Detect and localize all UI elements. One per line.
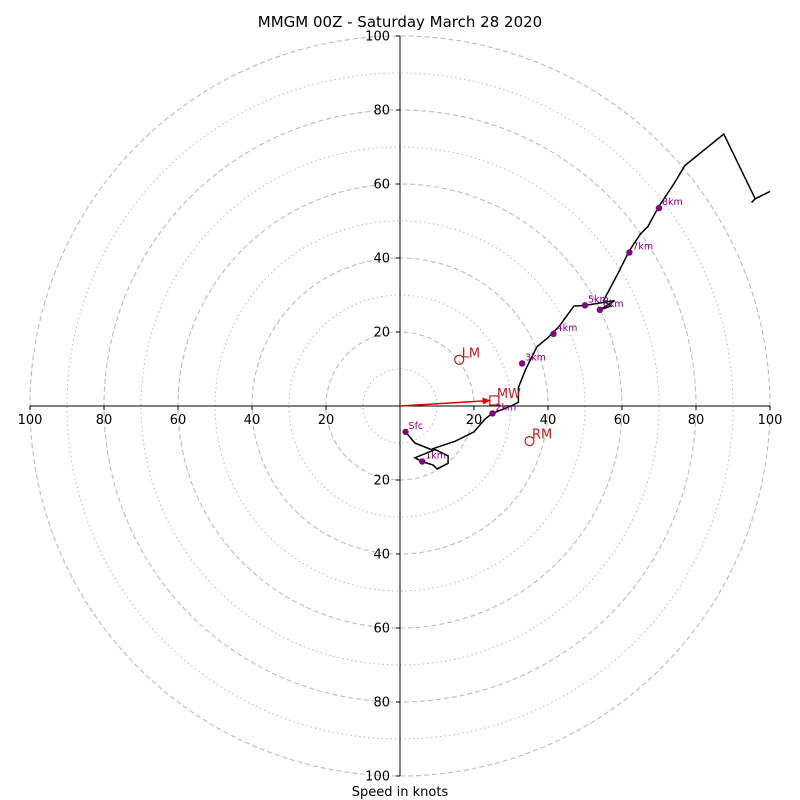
- y-tick-label: 40: [373, 252, 390, 267]
- height-marker-3km-label: 3km: [525, 352, 546, 363]
- x-tick-label: 100: [18, 413, 43, 428]
- x-tick-label: 20: [318, 413, 335, 428]
- height-marker-2km: [489, 410, 496, 417]
- x-tick-label: 100: [758, 413, 783, 428]
- x-axis-label: Speed in knots: [352, 785, 449, 800]
- height-marker-7km-label: 7km: [632, 241, 653, 252]
- height-marker-8km-label: 8km: [662, 197, 683, 208]
- y-tick-label: 80: [373, 104, 390, 119]
- height-marker-8km: [655, 204, 663, 212]
- height-marker-3km: [518, 360, 526, 367]
- storm-motion-rm-label: RM: [532, 428, 552, 443]
- x-tick-label: 60: [170, 413, 187, 428]
- y-tick-label: 40: [373, 548, 390, 563]
- height-marker-4km-label: 4km: [557, 323, 578, 334]
- x-tick-label: 20: [466, 413, 483, 428]
- x-tick-label: 40: [540, 413, 557, 428]
- storm-motion-mw-marker: [489, 395, 500, 406]
- storm-motions: LM RM MW: [454, 346, 552, 447]
- height-marker-1km-label: 1km: [425, 451, 446, 462]
- y-tick-label: 20: [373, 326, 390, 341]
- height-marker-6km-label: 6km: [603, 299, 624, 310]
- height-marker-5km: [581, 302, 589, 309]
- height-marker-5km-label: 5km: [588, 294, 609, 305]
- storm-motion-lm-label: LM: [462, 346, 480, 361]
- tick-labels: 100 80 60 40 20 20 40 60 80 100 100 80 60 40 20 20 40 60 8…: [18, 30, 783, 785]
- height-marker-2km-label: 2km: [496, 402, 517, 413]
- y-tick-label: 60: [373, 178, 390, 193]
- mean-wind-arrow-head: [482, 397, 491, 405]
- storm-motion-lm-marker: [454, 354, 465, 365]
- height-marker-6km: [596, 306, 603, 313]
- mean-wind-arrow-shaft: [399, 399, 491, 407]
- y-tick-label: 100: [365, 30, 390, 45]
- height-marker-7km: [626, 249, 633, 256]
- storm-motion-mw-label: MW: [497, 387, 521, 402]
- y-tick-label: 100: [365, 770, 390, 785]
- height-marker-1km: [419, 458, 426, 465]
- x-tick-label: 60: [614, 413, 631, 428]
- y-tick-label: 60: [373, 622, 390, 637]
- chart-title: MMGM 00Z - Saturday March 28 2020: [258, 13, 542, 31]
- height-marker-4km: [550, 330, 557, 338]
- x-tick-label: 80: [688, 413, 705, 428]
- hodograph-line: [405, 132, 771, 470]
- y-tick-label: 20: [373, 474, 390, 489]
- y-tick-label: 80: [373, 696, 390, 711]
- mean-wind-arrow: [399, 397, 491, 407]
- hodograph-trace: [405, 132, 771, 470]
- height-marker-sfc-label: Sfc: [409, 421, 424, 432]
- height-marker-sfc: [402, 428, 409, 436]
- x-tick-label: 80: [96, 413, 113, 428]
- storm-motion-rm-marker: [524, 436, 535, 447]
- x-tick-label: 40: [244, 413, 261, 428]
